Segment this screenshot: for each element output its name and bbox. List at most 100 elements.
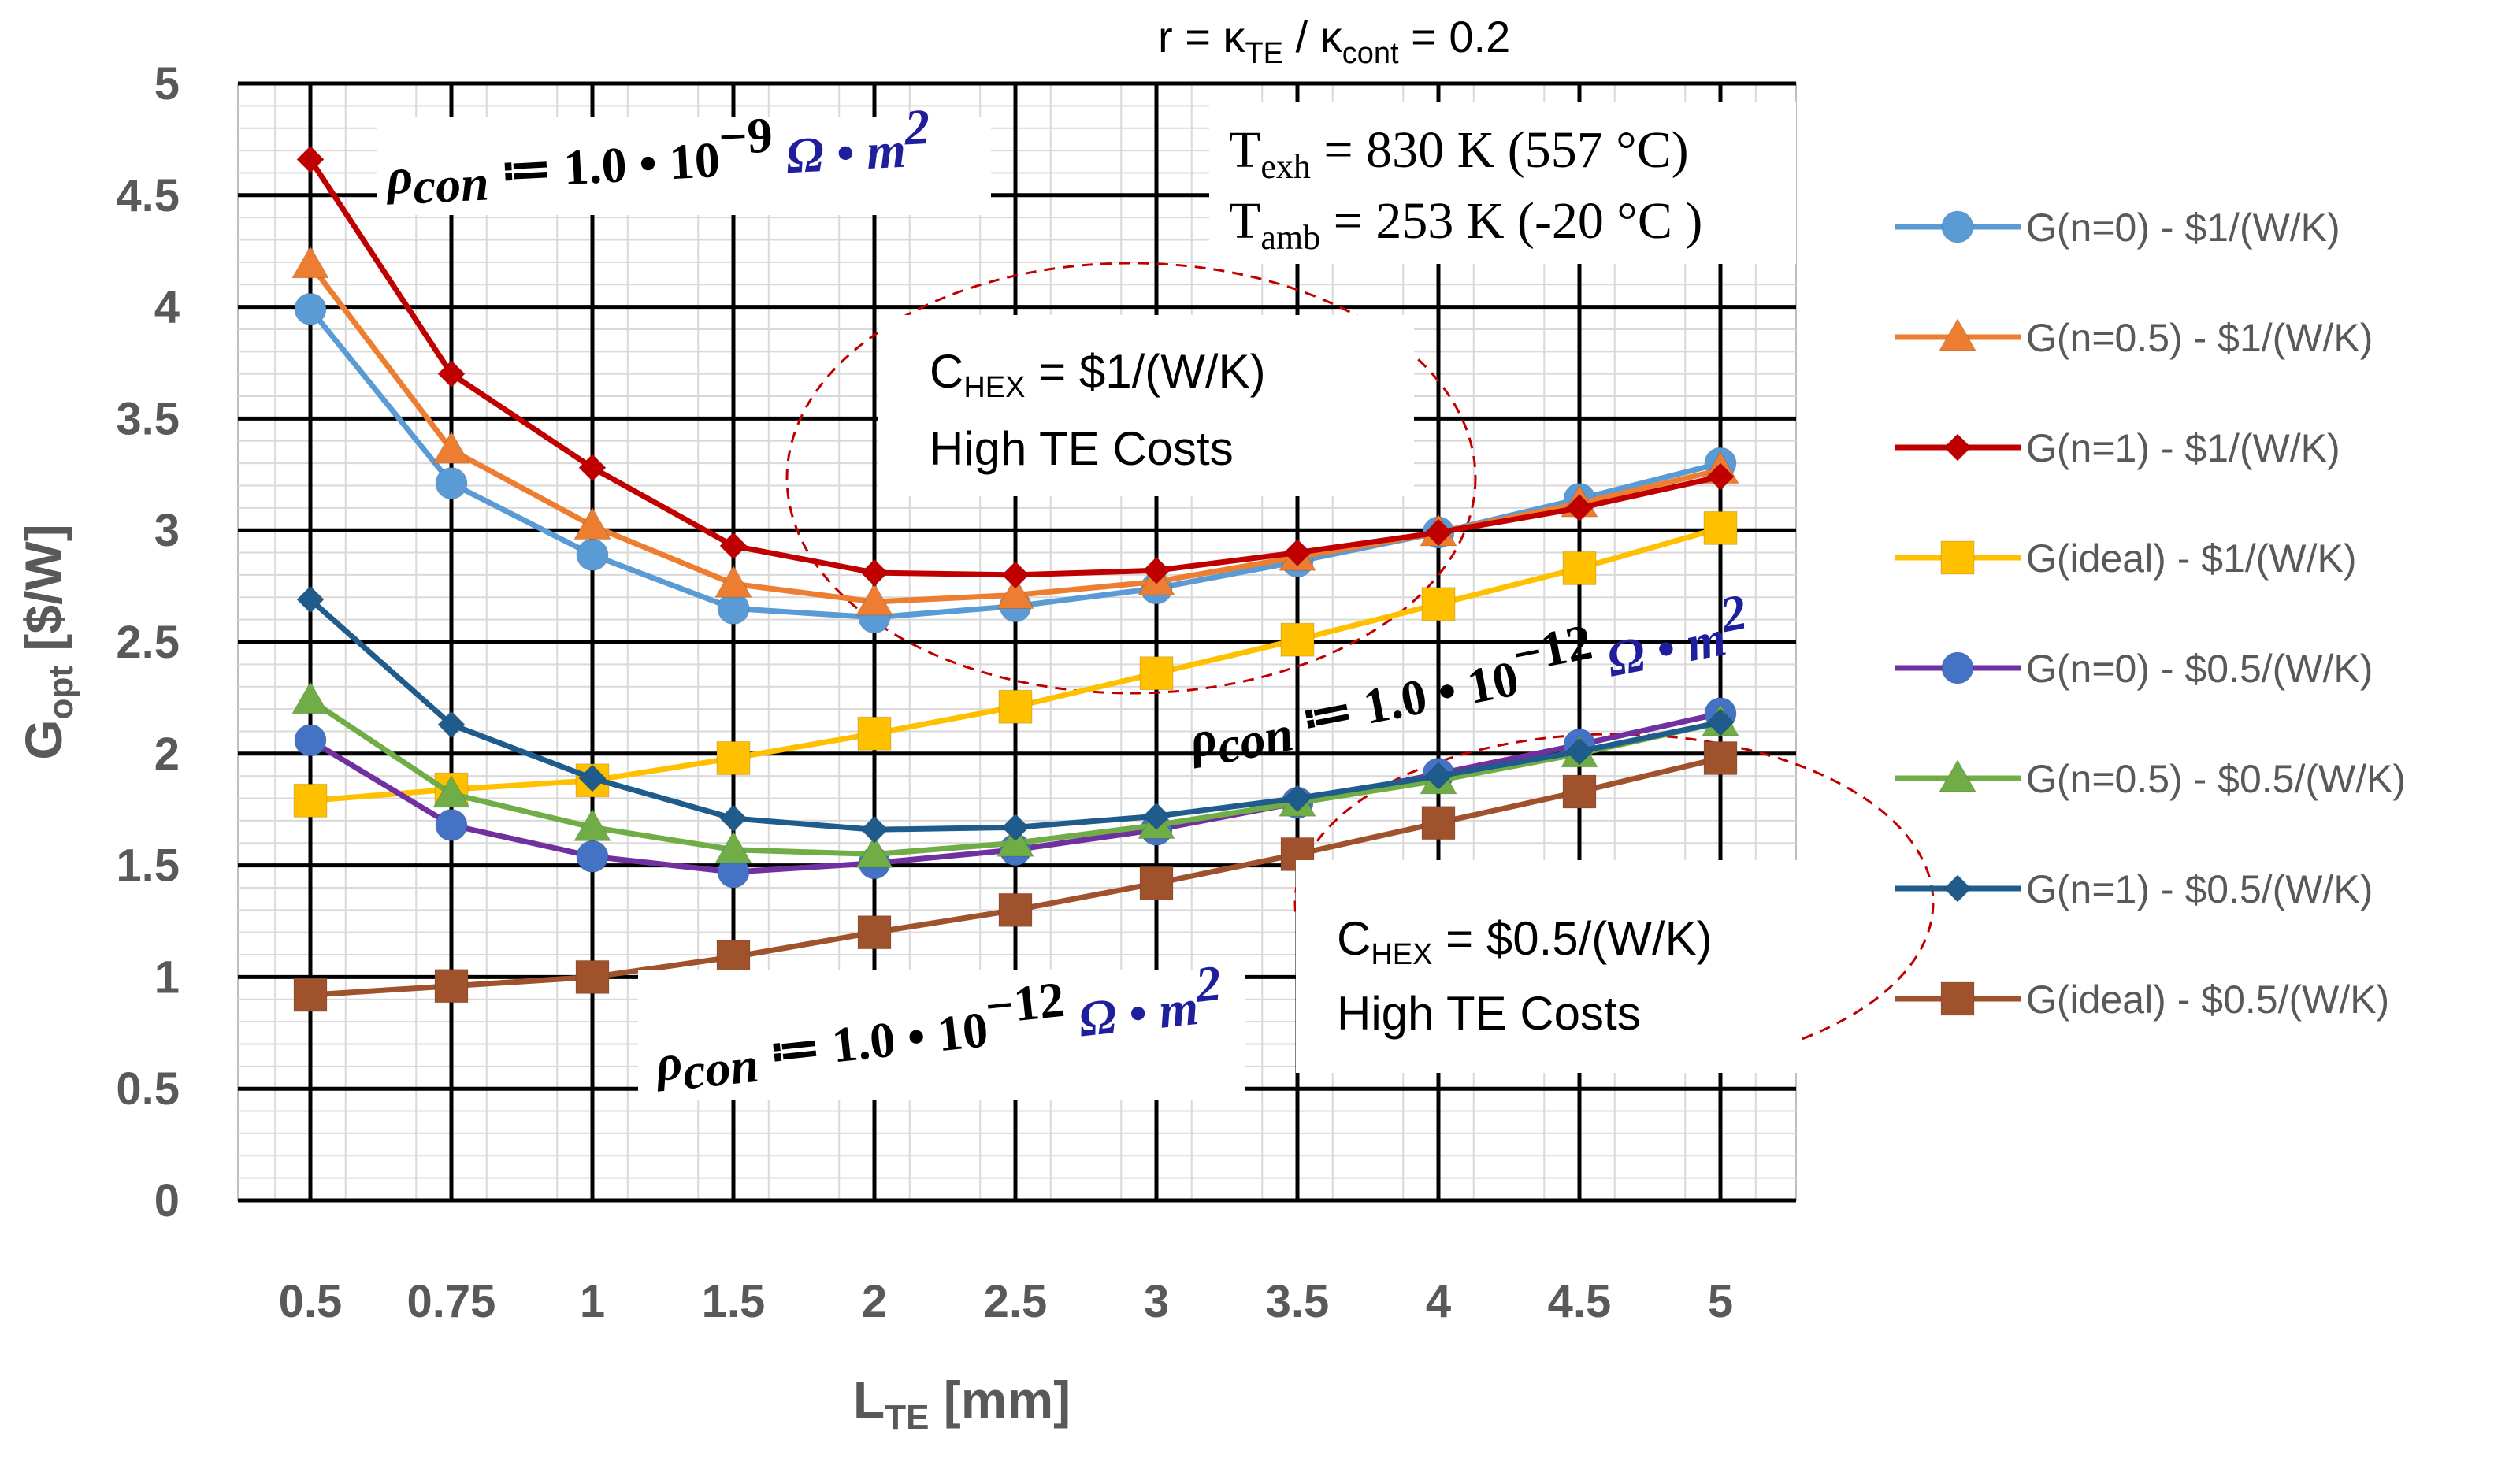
y-tick-label: 1 <box>154 952 180 1003</box>
x-tick-label: 2.5 <box>984 1276 1048 1327</box>
legend-item: G(n=0.5) - $1/(W/K) <box>1895 316 2373 360</box>
series-layer <box>291 145 1739 1012</box>
data-point <box>1703 510 1738 545</box>
texh-annotation: Texh = 830 K (557 °C) <box>1229 121 1689 186</box>
x-tick-labels: 0.5 0.75 1 1.5 2 2.5 3 3.5 4 4.5 5 <box>279 1276 1733 1327</box>
data-point <box>576 538 609 571</box>
x-axis-title: LTE [mm] <box>853 1371 1071 1437</box>
data-point <box>1001 813 1030 842</box>
legend-marker <box>1941 651 1974 684</box>
data-point <box>291 245 329 279</box>
data-point <box>998 689 1033 724</box>
data-point <box>1706 708 1735 736</box>
data-point <box>996 576 1034 609</box>
highlight-ellipse-bottom <box>1293 733 1935 1073</box>
x-tick-label: 4.5 <box>1548 1276 1612 1327</box>
data-point <box>1280 622 1315 657</box>
legend-marker <box>1943 433 1972 462</box>
chex-05-label: CHEX = $0.5/(W/K) <box>1337 912 1713 971</box>
data-point <box>857 915 892 950</box>
data-point <box>1142 556 1171 584</box>
legend-label: G(n=0.5) - $0.5/(W/K) <box>2026 757 2406 801</box>
series-3 <box>293 510 1738 818</box>
y-tick-label: 4 <box>154 282 180 333</box>
data-point <box>1562 774 1597 809</box>
legend-label: G(n=0) - $1/(W/K) <box>2026 206 2340 250</box>
legend-item: G(n=1) - $0.5/(W/K) <box>1895 867 2373 911</box>
data-point <box>716 740 751 775</box>
data-point <box>1001 561 1030 589</box>
ratio-annotation: r = κTE / κcont = 0.2 <box>1158 12 1510 70</box>
tamb-annotation: Tamb = 253 K (-20 °C ) <box>1229 192 1702 257</box>
data-point <box>437 359 466 388</box>
y-tick-label: 3 <box>154 505 180 556</box>
legend-label: G(ideal) - $0.5/(W/K) <box>2026 978 2389 1022</box>
data-point <box>291 681 329 714</box>
data-point <box>1565 494 1594 522</box>
data-point <box>1283 784 1312 813</box>
legend-label: G(n=0.5) - $1/(W/K) <box>2026 316 2373 360</box>
data-point <box>1139 866 1174 900</box>
data-point <box>576 840 609 873</box>
chex-1-box <box>878 315 1414 496</box>
data-point <box>435 467 468 500</box>
legend-marker <box>1943 874 1972 903</box>
data-point <box>432 431 470 464</box>
y-tick-labels: 0 0.5 1 1.5 2 2.5 3 3.5 4 4.5 5 <box>116 58 180 1226</box>
data-point <box>294 292 327 325</box>
legend-label: G(n=1) - $1/(W/K) <box>2026 426 2340 470</box>
x-tick-label: 3 <box>1144 1276 1169 1327</box>
data-point <box>1142 802 1171 830</box>
y-tick-label: 4.5 <box>116 170 180 221</box>
legend-marker <box>1941 210 1974 243</box>
data-point <box>578 764 607 792</box>
legend-label: G(n=1) - $0.5/(W/K) <box>2026 867 2373 911</box>
legend: G(n=0) - $1/(W/K) G(n=0.5) - $1/(W/K) G(n=… <box>1895 206 2406 1022</box>
data-point <box>437 710 466 739</box>
data-point <box>434 969 469 1004</box>
data-point <box>1706 462 1735 491</box>
temperature-box <box>1209 102 1796 264</box>
series-2 <box>296 145 1735 589</box>
series-7 <box>293 740 1738 1012</box>
data-point <box>855 835 893 868</box>
data-point <box>575 959 610 994</box>
y-tick-label: 1.5 <box>116 840 180 892</box>
data-point <box>1421 587 1456 621</box>
data-point <box>573 808 611 841</box>
data-point <box>435 809 468 842</box>
legend-item: G(n=0) - $1/(W/K) <box>1895 206 2340 250</box>
x-tick-label: 5 <box>1708 1276 1733 1327</box>
y-axis-title: Gopt [$/W] <box>14 524 80 759</box>
x-tick-label: 0.5 <box>279 1276 343 1327</box>
data-point <box>719 532 748 560</box>
data-point <box>1562 551 1597 585</box>
legend-item: G(n=1) - $1/(W/K) <box>1895 426 2340 470</box>
data-point <box>296 145 325 174</box>
data-point <box>293 978 328 1012</box>
legend-marker <box>1939 317 1976 351</box>
x-tick-label: 1.5 <box>702 1276 766 1327</box>
x-tick-label: 1 <box>580 1276 605 1327</box>
chex-1-sublabel: High TE Costs <box>930 422 1234 475</box>
y-tick-label: 5 <box>154 58 180 109</box>
x-tick-label: 0.75 <box>407 1276 496 1327</box>
data-point <box>573 506 611 540</box>
data-point <box>296 585 325 614</box>
data-point <box>857 716 892 751</box>
legend-item: G(n=0.5) - $0.5/(W/K) <box>1895 757 2406 801</box>
data-point <box>578 454 607 482</box>
legend-label: G(ideal) - $1/(W/K) <box>2026 536 2357 581</box>
data-point <box>1565 737 1594 766</box>
data-point <box>1703 740 1738 775</box>
data-point <box>998 892 1033 927</box>
legend-item: G(ideal) - $1/(W/K) <box>1895 536 2357 581</box>
y-tick-label: 2.5 <box>116 617 180 668</box>
data-point <box>432 774 470 808</box>
series-6 <box>296 585 1735 844</box>
legend-marker <box>1940 981 1975 1016</box>
y-tick-label: 0 <box>154 1175 180 1226</box>
data-point <box>714 830 752 864</box>
y-tick-label: 0.5 <box>116 1063 180 1115</box>
